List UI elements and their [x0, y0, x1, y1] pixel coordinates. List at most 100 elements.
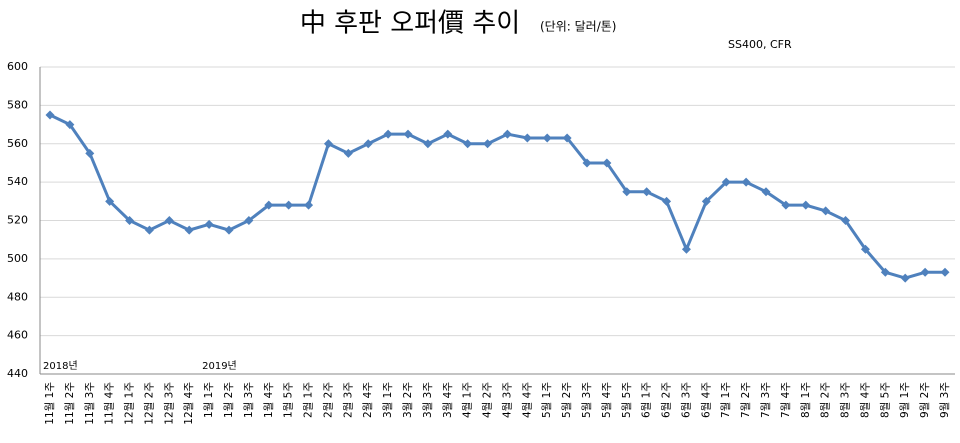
x-tick-label: 4월 4주 [521, 382, 533, 418]
x-tick-label: 6월 2주 [661, 382, 673, 418]
x-tick-label: 11월 3주 [84, 382, 96, 425]
point-marker [721, 177, 731, 187]
x-tick-label: 1월 1주 [203, 382, 215, 418]
x-tick-label: 3월 4주 [442, 382, 454, 418]
point-marker [184, 225, 194, 235]
point-marker [562, 133, 572, 143]
point-marker [383, 129, 393, 139]
x-tick-label: 2월 1주 [303, 382, 315, 418]
point-marker [463, 139, 473, 149]
point-marker [801, 200, 811, 210]
x-tick-label: 9월 3주 [939, 382, 951, 418]
x-tick-label: 1월 5주 [283, 382, 295, 418]
point-marker [483, 139, 493, 149]
point-marker [662, 196, 672, 206]
x-tick-label: 7월 3주 [760, 382, 772, 418]
point-marker [304, 200, 314, 210]
x-tick-label: 5월 2주 [561, 382, 573, 418]
point-marker [821, 206, 831, 216]
x-tick-label: 2월 2주 [322, 382, 334, 418]
x-tick-label: 12월 3주 [163, 382, 175, 425]
point-marker [164, 216, 174, 225]
y-tick-label: 560 [7, 137, 28, 150]
x-tick-label: 8월 4주 [859, 382, 871, 418]
point-marker [85, 148, 95, 158]
point-marker [681, 244, 691, 254]
x-tick-label: 6월 3주 [680, 382, 692, 418]
point-marker [224, 225, 234, 235]
point-marker [502, 129, 512, 139]
point-marker [622, 187, 632, 197]
point-marker [45, 110, 55, 120]
x-tick-label: 6월 1주 [641, 382, 653, 418]
x-tick-label: 8월 1주 [800, 382, 812, 418]
x-tick-label: 5월 4주 [601, 382, 613, 418]
x-tick-label: 4월 1주 [462, 382, 474, 418]
point-marker [264, 200, 274, 210]
point-marker [443, 129, 453, 139]
y-tick-label: 440 [7, 367, 28, 380]
x-tick-label: 3월 2주 [402, 382, 414, 418]
year-label: 2018년 [43, 360, 78, 372]
point-marker [741, 177, 751, 187]
x-tick-label: 1월 3주 [243, 382, 255, 418]
x-tick-label: 5월 5주 [621, 382, 633, 418]
point-marker [542, 133, 552, 143]
point-marker [522, 133, 532, 143]
x-tick-label: 6월 4주 [700, 382, 712, 418]
point-marker [602, 158, 612, 168]
x-tick-label: 4월 2주 [482, 382, 494, 418]
point-marker [860, 244, 870, 254]
point-marker [701, 196, 711, 206]
chart-title: 中 후판 오퍼價 추이 [300, 9, 520, 39]
x-tick-label: 2월 4주 [362, 382, 374, 418]
x-tick-label: 12월 4주 [183, 382, 195, 425]
x-tick-label: 4월 3주 [501, 382, 513, 418]
point-marker [423, 139, 433, 149]
x-tick-label: 7월 1주 [720, 382, 732, 418]
point-marker [204, 219, 214, 229]
point-marker [284, 200, 294, 210]
point-marker [761, 187, 771, 197]
point-marker [244, 216, 254, 225]
x-tick-label: 1월 4주 [263, 382, 275, 418]
x-tick-label: 12월 1주 [124, 382, 136, 425]
x-tick-label: 11월 4주 [104, 382, 116, 425]
x-tick-label: 11월 1주 [44, 382, 56, 425]
chart-subtitle: (단위: 달러/톤) [540, 20, 616, 34]
y-tick-label: 580 [7, 98, 28, 111]
point-marker [900, 273, 910, 283]
x-tick-label: 7월 2주 [740, 382, 752, 418]
x-tick-label: 2월 3주 [342, 382, 354, 418]
point-marker [920, 267, 930, 277]
y-tick-label: 520 [7, 214, 28, 227]
point-marker [65, 120, 75, 130]
point-marker [144, 225, 154, 235]
y-tick-label: 500 [7, 252, 28, 265]
y-tick-label: 600 [7, 60, 28, 73]
point-marker [343, 148, 353, 158]
x-tick-label: 5월 1주 [541, 382, 553, 418]
x-tick-label: 9월 1주 [899, 382, 911, 418]
point-marker [363, 139, 373, 149]
point-marker [880, 267, 890, 277]
y-tick-label: 460 [7, 329, 28, 342]
annotation: SS400, CFR [728, 38, 792, 51]
x-tick-label: 1월 2주 [223, 382, 235, 418]
point-marker [781, 200, 791, 210]
series-line [49, 113, 945, 280]
x-tick-label: 5월 3주 [581, 382, 593, 418]
x-tick-label: 7월 4주 [780, 382, 792, 418]
point-marker [403, 129, 413, 139]
y-tick-label: 540 [7, 175, 28, 188]
point-marker [642, 187, 652, 197]
point-marker [940, 267, 950, 277]
x-tick-label: 11월 2주 [64, 382, 76, 425]
x-tick-label: 8월 2주 [820, 382, 832, 418]
x-tick-label: 8월 5주 [879, 382, 891, 418]
point-marker [105, 196, 115, 206]
x-tick-label: 3월 3주 [422, 382, 434, 418]
year-label: 2019년 [202, 360, 237, 372]
x-tick-label: 8월 3주 [840, 382, 852, 418]
